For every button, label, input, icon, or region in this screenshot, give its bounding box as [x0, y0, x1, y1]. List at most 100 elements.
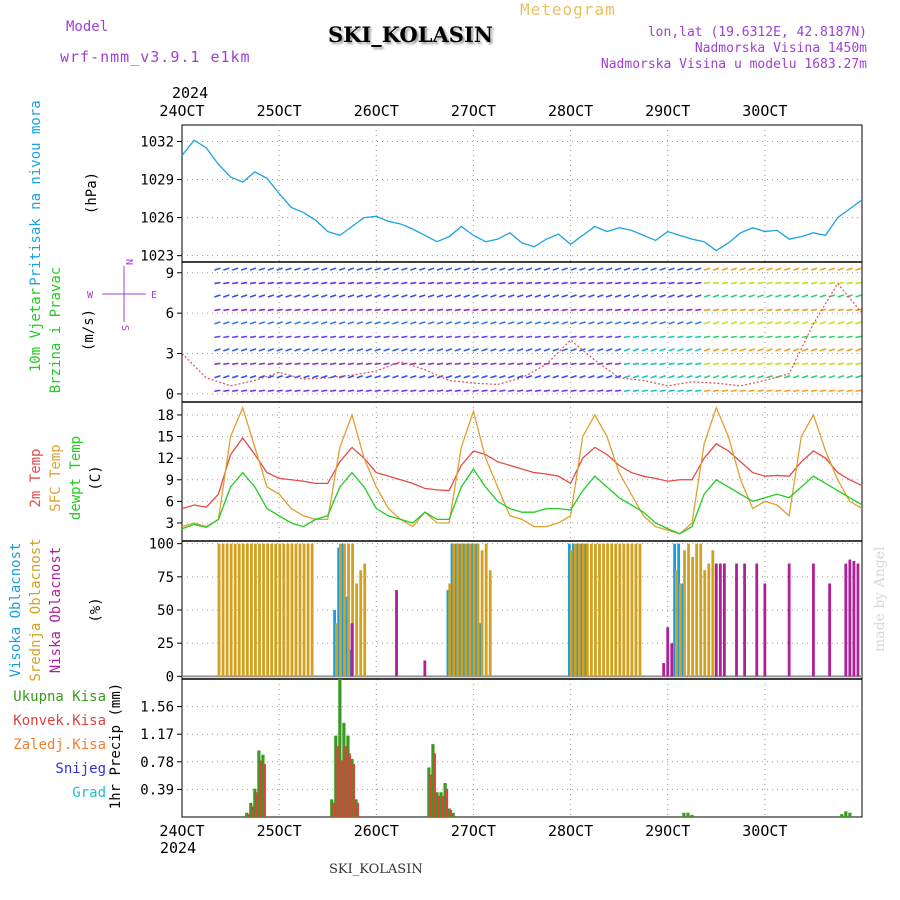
wind-barb — [321, 362, 328, 366]
wind-barb — [579, 267, 586, 271]
precip-bar-total — [330, 799, 334, 817]
wind-barb — [792, 294, 800, 298]
wind-barb — [232, 335, 239, 339]
wind-barb — [561, 294, 568, 298]
wind-barb — [855, 267, 862, 271]
wind-barb — [410, 294, 417, 298]
cloud-bar-mid — [306, 543, 310, 677]
wind-barb — [312, 281, 319, 285]
wind-barb — [712, 308, 720, 312]
wind-barb — [846, 389, 853, 393]
wind-barb — [240, 294, 248, 298]
wind-barb — [579, 348, 586, 352]
wind-barb — [258, 294, 266, 298]
wind-barb — [481, 362, 488, 366]
wind-barb — [606, 335, 613, 339]
wind-barb — [632, 308, 640, 312]
wind-barb — [686, 375, 693, 379]
cloud-bar-high — [572, 543, 575, 677]
wind-barb — [214, 267, 221, 271]
wind-barb — [766, 281, 773, 285]
wind-barb — [276, 294, 283, 298]
wind-barb — [579, 362, 586, 366]
wind-barb — [641, 389, 648, 393]
wind-barb — [303, 294, 310, 298]
wind-barb — [427, 294, 435, 298]
wind-barb — [703, 294, 711, 298]
wind-barb — [614, 375, 622, 379]
temp-axis-label-2m: 2m Temp — [28, 448, 44, 507]
wind-barb — [347, 321, 355, 325]
wind-barb — [472, 362, 479, 366]
model-label: Model — [66, 19, 108, 35]
wind-barb — [801, 267, 809, 271]
wind-barb — [330, 335, 337, 339]
wind-barb — [240, 335, 248, 339]
precip-bar-conv — [336, 746, 339, 817]
wind-barb — [819, 267, 827, 271]
wind-barb — [463, 321, 470, 325]
wind-barb — [517, 389, 524, 393]
wind-barb — [276, 321, 283, 325]
wind-barb — [614, 267, 622, 271]
wind-barb — [784, 389, 791, 393]
wind-barb — [846, 321, 853, 325]
wind-barb — [383, 281, 390, 285]
wind-barb — [837, 362, 844, 366]
wind-barb — [784, 362, 791, 366]
wind-barb — [374, 362, 381, 366]
wind-barb — [579, 281, 586, 285]
wind-barb — [240, 362, 248, 366]
precip-bar-total — [338, 679, 342, 817]
wind-barb — [365, 362, 372, 366]
wind-barb — [214, 389, 221, 393]
wind-barb — [427, 389, 435, 393]
wind-barb — [240, 375, 248, 379]
wind-barb — [383, 375, 390, 379]
wind-barb — [570, 389, 577, 393]
wind-barb — [374, 389, 381, 393]
wind-barb — [481, 375, 488, 379]
wind-barb — [490, 267, 497, 271]
wind-barb — [828, 321, 836, 325]
wind-barb — [597, 375, 604, 379]
y-tick-label: 1026 — [140, 211, 174, 227]
cloud-bar-high — [466, 543, 470, 677]
wind-barb — [730, 321, 738, 325]
cloud-bar-mid — [245, 543, 249, 677]
wind-barb — [855, 281, 862, 285]
cloud-bar-mid — [351, 543, 354, 677]
wind-barb — [730, 375, 738, 379]
cloud-bar-mid — [355, 583, 359, 677]
wind-barb — [650, 267, 657, 271]
wind-barb — [810, 362, 818, 366]
wind-barb — [686, 389, 693, 393]
wind-barb — [223, 321, 230, 325]
wind-barb — [285, 362, 292, 366]
wind-barb — [855, 308, 862, 312]
wind-barb — [401, 375, 408, 379]
wind-barb — [561, 281, 568, 285]
wind-barb — [606, 308, 613, 312]
wind-barb — [285, 348, 292, 352]
wind-barb — [258, 348, 266, 352]
precip-bar-total — [840, 814, 844, 817]
wind-barb — [784, 267, 791, 271]
wind-barb — [828, 267, 836, 271]
wind-barb — [739, 362, 746, 366]
wind-barb — [392, 375, 399, 379]
wind-barb — [748, 281, 755, 285]
cloud-bar-high — [681, 583, 685, 677]
wind-barb — [232, 389, 239, 393]
cloud-bar-low — [666, 627, 670, 677]
wind-barb — [730, 348, 738, 352]
wind-barb — [552, 335, 559, 339]
wind-barb — [855, 362, 862, 366]
wind-barb — [659, 267, 666, 271]
cloud-bar-mid — [237, 543, 241, 677]
wind-barb — [507, 321, 515, 325]
wind-barb — [597, 321, 604, 325]
pressure-axis-label: Pritisak na nivou mora — [28, 100, 44, 285]
wind-barb — [703, 375, 711, 379]
wind-barb — [588, 389, 595, 393]
